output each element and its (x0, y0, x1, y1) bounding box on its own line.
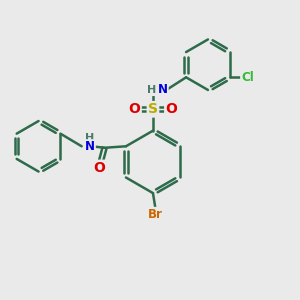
Text: S: S (148, 102, 158, 116)
Text: O: O (129, 102, 140, 116)
Text: N: N (85, 140, 95, 153)
Text: Br: Br (148, 208, 163, 221)
Text: O: O (93, 161, 105, 175)
Text: N: N (158, 83, 167, 97)
Text: O: O (166, 102, 177, 116)
Text: H: H (147, 85, 156, 95)
Text: Cl: Cl (241, 71, 254, 84)
Text: H: H (85, 133, 94, 143)
